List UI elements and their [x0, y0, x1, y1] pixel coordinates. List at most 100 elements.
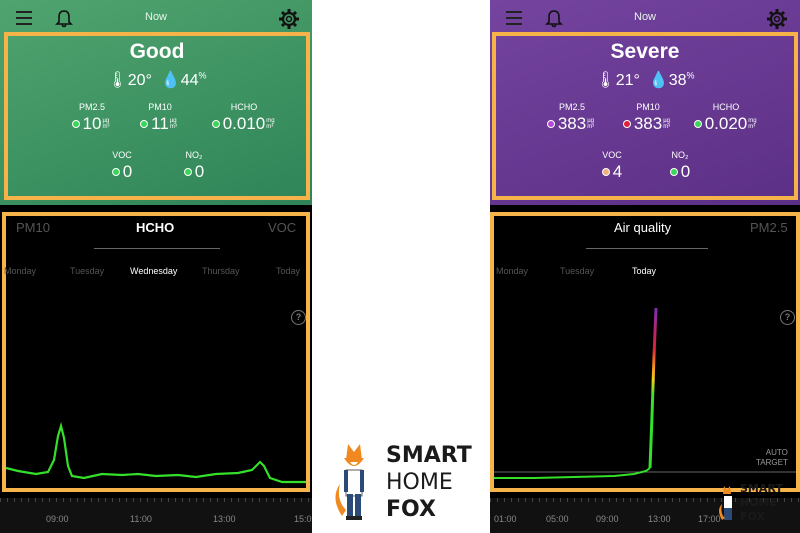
- gear-icon[interactable]: [278, 8, 300, 30]
- day-selector: Monday Tuesday Wednesday Thursday Today: [4, 266, 306, 282]
- time-axis[interactable]: 01:00 05:00 09:00 13:00 17:00: [490, 498, 800, 533]
- air-quality-line-chart: [494, 307, 796, 479]
- gear-icon[interactable]: [766, 8, 788, 30]
- time-axis-ticks: [490, 498, 800, 502]
- time-axis[interactable]: 09:00 11:00 13:00 15:0: [0, 498, 312, 533]
- watermark-line-smart: SMART: [740, 482, 783, 495]
- day-thursday[interactable]: Thursday: [202, 266, 240, 276]
- sensor-no2[interactable]: NO₂ 0: [640, 150, 720, 182]
- unit-bottom: m³: [663, 124, 671, 130]
- phone-screen-left: Now Good 🌡20° 💧44% PM2.5 10 µg m³ PM10 11 µ…: [0, 0, 312, 533]
- droplet-icon: 💧: [160, 72, 181, 89]
- top-bar: Now: [0, 0, 312, 34]
- time-tick: 05:00: [546, 514, 569, 524]
- sensor-label: NO₂: [671, 150, 689, 160]
- auto-target-label: AUTO TARGET: [756, 448, 788, 468]
- day-tuesday[interactable]: Tuesday: [560, 266, 595, 276]
- status-dot: [111, 168, 120, 176]
- auto-label: AUTO: [765, 448, 788, 457]
- time-tick: 11:00: [130, 514, 152, 524]
- tab-underline: [94, 248, 220, 249]
- sensor-label: PM10: [148, 102, 172, 112]
- sensor-label: VOC: [602, 150, 622, 160]
- day-wednesday[interactable]: Wednesday: [130, 266, 178, 276]
- humidity-unit: %: [198, 70, 207, 81]
- unit-top: µg: [102, 118, 110, 124]
- fox-mascot-icon: [335, 444, 364, 520]
- logo-line-fox: FOX: [386, 497, 436, 522]
- hcho-line-chart: [6, 421, 306, 484]
- help-icon[interactable]: ?: [780, 310, 795, 325]
- hcho-series-line: [6, 421, 306, 484]
- bell-icon[interactable]: [54, 9, 74, 29]
- unit-bottom: m³: [748, 124, 756, 130]
- temperature-value: 21°: [615, 72, 640, 89]
- target-label: TARGET: [756, 458, 788, 467]
- tab-air-quality[interactable]: Air quality: [614, 220, 672, 235]
- status-dot: [669, 168, 678, 176]
- time-axis-ticks: [0, 498, 312, 502]
- time-tick: 17:00: [698, 514, 721, 524]
- air-quality-baseline: [494, 467, 651, 479]
- sensor-label: NO₂: [185, 150, 203, 160]
- humidity-value: 44: [180, 72, 199, 89]
- time-tick: 01:00: [494, 514, 517, 524]
- status-panel: Good 🌡20° 💧44% PM2.5 10 µg m³ PM10 11 µg m³ …: [4, 32, 310, 200]
- day-monday[interactable]: Monday: [496, 266, 529, 276]
- unit-bottom: m³: [587, 124, 595, 130]
- day-today[interactable]: Today: [276, 266, 301, 276]
- sensor-value: 0: [194, 162, 205, 181]
- time-tick: 15:0: [294, 514, 312, 524]
- watermark-line-fox: FOX: [740, 510, 765, 523]
- temperature-humidity: 🌡21° 💧38%: [496, 70, 794, 90]
- sensor-pm10[interactable]: PM10 383 µg m³: [608, 102, 688, 134]
- time-tick: 13:00: [213, 514, 236, 524]
- metric-tabs: PM10 HCHO VOC: [6, 216, 306, 250]
- sensor-no2[interactable]: NO₂ 0: [154, 150, 234, 182]
- sensor-voc[interactable]: VOC 0: [82, 150, 162, 182]
- sensor-label: HCHO: [712, 102, 740, 112]
- sensor-pm25[interactable]: PM2.5 383 µg m³: [532, 102, 612, 134]
- smart-home-fox-logo: SMART HOME FOX: [330, 438, 480, 524]
- sensor-hcho[interactable]: HCHO 0.010 mg m³: [194, 102, 294, 134]
- metric-tabs: Air quality PM2.5: [494, 216, 796, 250]
- day-monday[interactable]: Monday: [4, 266, 37, 276]
- air-status: Severe: [610, 40, 680, 63]
- sensor-value: 0.020: [704, 114, 748, 133]
- day-tuesday[interactable]: Tuesday: [70, 266, 105, 276]
- unit-bottom: m³: [102, 124, 110, 130]
- sensor-label: PM2.5: [78, 102, 105, 112]
- status-dot: [211, 120, 220, 128]
- unit-bottom: m³: [169, 124, 177, 130]
- sensor-hcho[interactable]: HCHO 0.020 mg m³: [676, 102, 776, 134]
- time-tick: 09:00: [596, 514, 619, 524]
- tab-hcho[interactable]: HCHO: [136, 220, 175, 235]
- tab-voc[interactable]: VOC: [268, 220, 297, 235]
- humidity-unit: %: [686, 70, 695, 81]
- sensor-voc[interactable]: VOC 4: [572, 150, 652, 182]
- history-graph-panel: Air quality PM2.5 Monday Tuesday Today ?…: [490, 212, 800, 492]
- unit-bottom: m³: [266, 124, 274, 130]
- tab-pm25[interactable]: PM2.5: [750, 220, 788, 235]
- air-status: Good: [129, 40, 185, 63]
- sensor-pm10[interactable]: PM10 11 µg m³: [120, 102, 200, 134]
- day-today[interactable]: Today: [632, 266, 657, 276]
- sensor-value: 0: [680, 162, 691, 181]
- bell-icon[interactable]: [544, 9, 564, 29]
- sensor-value: 10: [82, 114, 102, 133]
- help-icon[interactable]: ?: [291, 310, 306, 325]
- menu-icon[interactable]: [506, 11, 522, 25]
- sensor-pm25[interactable]: PM2.5 10 µg m³: [52, 102, 132, 134]
- time-tick: 13:00: [648, 514, 671, 524]
- sensor-value: 11: [151, 114, 169, 133]
- sensor-value: 4: [612, 162, 623, 181]
- thermometer-icon: 🌡: [107, 72, 128, 89]
- temperature-humidity: 🌡20° 💧44%: [8, 70, 306, 90]
- history-graph-panel: PM10 HCHO VOC Monday Tuesday Wednesday T…: [2, 212, 310, 492]
- tab-pm10[interactable]: PM10: [16, 220, 50, 235]
- watermark-line-home: HOME: [740, 496, 778, 509]
- air-quality-spike: [648, 307, 658, 469]
- logo-line-smart: SMART: [386, 443, 472, 468]
- menu-icon[interactable]: [16, 11, 32, 25]
- sensor-value: 383: [633, 114, 663, 133]
